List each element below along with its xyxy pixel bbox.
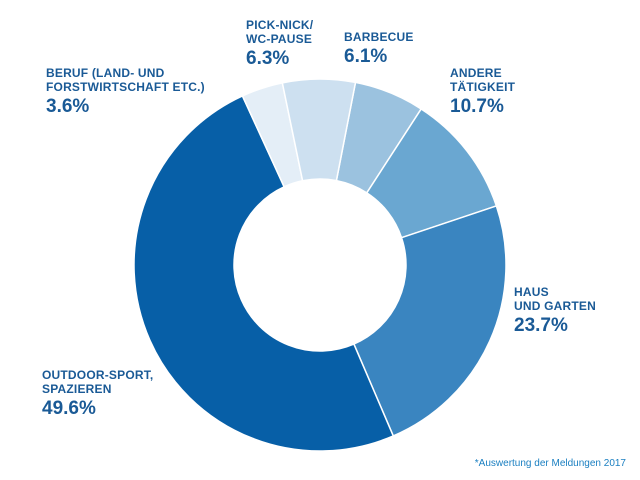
category-label: Beruf (Land- und Forstwirtschaft etc.) xyxy=(46,66,205,94)
percent-label: 6.1% xyxy=(344,46,388,67)
slice-haus-und-garten xyxy=(352,204,507,437)
label-andere-taetigkeit: Andere Tätigkeit 10.7% xyxy=(450,66,515,118)
category-label: Outdoor-Sport, Spazieren xyxy=(42,368,154,396)
label-haus-und-garten: Haus und Garten 23.7% xyxy=(514,285,596,337)
percent-label: 49.6% xyxy=(42,398,96,419)
category-label: Haus und Garten xyxy=(514,285,596,313)
category-label: Pick-Nick/ WC-Pause xyxy=(246,18,314,46)
slice-pick-nick xyxy=(281,78,357,182)
label-outdoor-sport: Outdoor-Sport, Spazieren 49.6% xyxy=(42,368,153,420)
footnote: *Auswertung der Meldungen 2017 xyxy=(474,458,626,469)
label-beruf: Beruf (Land- und Forstwirtschaft etc.) 3… xyxy=(46,66,205,118)
label-pick-nick: Pick-Nick/ WC-Pause 6.3% xyxy=(246,18,313,70)
category-label: Barbecue xyxy=(344,30,414,44)
percent-label: 3.6% xyxy=(46,96,90,117)
slice-outdoor-sport xyxy=(133,94,395,452)
percent-label: 23.7% xyxy=(514,315,568,336)
label-barbecue: Barbecue 6.1% xyxy=(344,30,414,68)
percent-label: 10.7% xyxy=(450,96,504,117)
category-label: Andere Tätigkeit xyxy=(450,66,516,94)
percent-label: 6.3% xyxy=(246,48,290,69)
